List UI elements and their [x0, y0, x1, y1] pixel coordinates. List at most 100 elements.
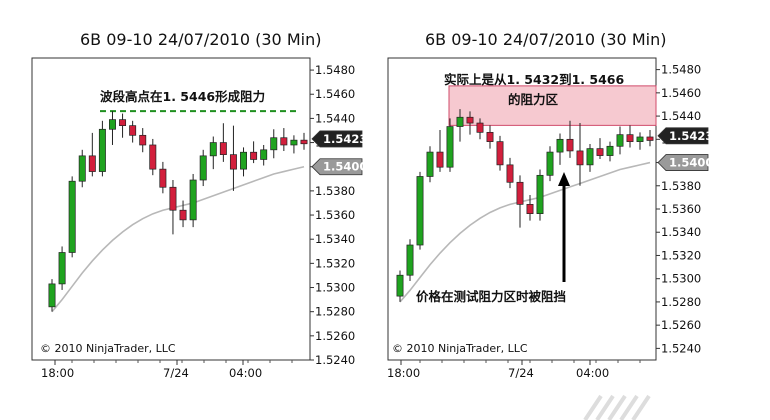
y-tick-label: 1.5260 — [315, 329, 355, 343]
y-tick-label: 1.5240 — [661, 341, 701, 355]
candle — [68, 176, 76, 258]
y-tick-label: 1.5480 — [315, 63, 355, 77]
price-badge-label: 1.5400 — [323, 160, 367, 174]
candle — [88, 132, 96, 177]
candle-body-down — [169, 186, 177, 211]
candle-body-up — [260, 149, 268, 160]
moving-average-line — [51, 165, 305, 313]
x-tick-label: 18:00 — [387, 366, 420, 380]
candle-body-down — [300, 139, 308, 145]
candle-body-up — [636, 136, 644, 142]
candle — [219, 123, 227, 162]
chart-right: 6B 09-10 24/07/2010 (30 Min) 1.5480 1.546… — [387, 30, 713, 380]
candle-body-down — [129, 125, 137, 136]
annotation-arrow-head — [558, 172, 570, 186]
y-tick-label: 1.5460 — [315, 87, 355, 101]
candle-body-down — [516, 181, 524, 205]
x-tick-label: 18:00 — [41, 366, 74, 380]
candle — [250, 141, 258, 164]
y-tick-label: 1.5380 — [315, 184, 355, 198]
candle-body-up — [416, 176, 424, 246]
y-tick-label: 1.5360 — [661, 202, 701, 216]
chart-left-price-badges: 1.5423 1.5400 — [311, 130, 367, 176]
price-badge-shape — [311, 130, 363, 148]
price-badge: 1.5400 — [311, 158, 367, 176]
candle-body-down — [139, 134, 147, 146]
candle — [406, 239, 414, 282]
candle-body-up — [446, 126, 454, 168]
candle — [526, 195, 534, 221]
candle — [626, 125, 634, 148]
candle-body-up — [546, 151, 554, 176]
candle — [466, 111, 474, 135]
candle-body-up — [586, 148, 594, 166]
y-tick-label: 1.5340 — [661, 225, 701, 239]
candle-body-up — [290, 139, 298, 146]
candle — [300, 132, 308, 150]
y-tick-label: 1.5360 — [315, 208, 355, 222]
chart-right-copyright: © 2010 NinjaTrader, LLC — [392, 342, 528, 355]
chart-left: 6B 09-10 24/07/2010 (30 Min) 1.5480 1.546… — [31, 30, 367, 380]
candle — [119, 113, 127, 138]
candle-body-up — [556, 138, 564, 153]
candle — [476, 118, 484, 140]
price-badge-shape — [657, 154, 709, 171]
chart-right-resistance-zone — [448, 85, 657, 126]
candle-body-up — [426, 151, 434, 177]
price-badge: 1.5400 — [657, 154, 713, 171]
candle — [179, 200, 187, 228]
test-annotation: 价格在测试阻力区时被阻挡 — [416, 289, 566, 304]
watermark-stripe — [619, 394, 639, 420]
candle-body-down — [576, 150, 584, 166]
candle-body-down — [526, 204, 534, 214]
chart-left-annotations: 波段高点在1. 5446形成阻力 — [100, 89, 300, 113]
candle-body-down — [219, 142, 227, 155]
chart-right-x-axis: 18:00 7/24 04:00 — [387, 360, 641, 380]
chart-right-title: 6B 09-10 24/07/2010 (30 Min) — [425, 30, 666, 49]
y-tick-label: 1.5440 — [661, 109, 701, 123]
candle — [546, 146, 554, 182]
zone-annotation-line1: 实际上是从1. 5432到1. 5466 — [444, 72, 624, 87]
chart-left-candles — [48, 111, 308, 312]
watermark-stripe — [595, 394, 615, 420]
candle-body-up — [270, 137, 278, 151]
candle — [446, 118, 454, 172]
x-tick-label: 04:00 — [229, 366, 262, 380]
candle-body-up — [68, 180, 76, 253]
y-tick-label: 1.5320 — [661, 248, 701, 262]
candle-body-down — [179, 209, 187, 221]
price-badge-label: 1.5400 — [669, 156, 713, 170]
candle-body-down — [566, 138, 574, 152]
x-tick-label: 7/24 — [508, 366, 534, 380]
chart-right-candles — [396, 109, 654, 302]
candle-body-up — [209, 142, 217, 157]
y-tick-label: 1.5320 — [315, 256, 355, 270]
candle — [240, 147, 247, 177]
chart-left-title: 6B 09-10 24/07/2010 (30 Min) — [80, 30, 321, 49]
chart-left-moving-average — [51, 165, 305, 313]
resistance-zone-rect — [448, 85, 657, 126]
candle — [456, 109, 464, 142]
chart-left-y-axis: 1.54801.54601.54401.54201.54001.53801.53… — [310, 63, 355, 367]
y-tick-label: 1.5280 — [661, 295, 701, 309]
candle — [58, 246, 66, 290]
candle — [209, 136, 217, 170]
resistance-annotation: 波段高点在1. 5446形成阻力 — [100, 89, 265, 104]
candle — [48, 279, 56, 312]
candle — [229, 125, 237, 191]
y-tick-label: 1.5380 — [661, 179, 701, 193]
candle-body-up — [240, 151, 247, 170]
candle-body-up — [396, 274, 404, 297]
chart-left-copyright: © 2010 NinjaTrader, LLC — [40, 342, 176, 355]
candle-body-down — [496, 141, 504, 166]
candle-body-down — [486, 131, 494, 142]
candle-body-up — [456, 116, 464, 127]
candle — [290, 135, 298, 154]
candle — [416, 171, 424, 250]
y-tick-label: 1.5300 — [315, 281, 355, 295]
candle-body-down — [596, 148, 604, 156]
y-tick-label: 1.5480 — [661, 63, 701, 77]
candle-body-up — [199, 155, 207, 181]
candle-body-up — [98, 128, 106, 172]
